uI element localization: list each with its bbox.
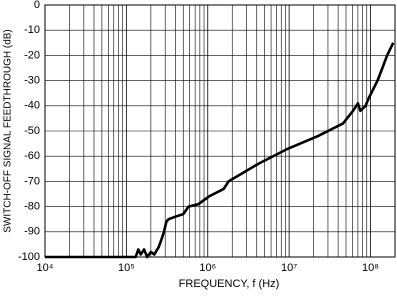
x-tick-label: 10⁵ [118,262,135,274]
x-tick-label: 10⁸ [362,262,379,274]
y-tick-label: -100 [18,251,40,263]
y-tick-label: -30 [24,75,40,87]
y-tick-label: -40 [24,100,40,112]
y-tick-label: -70 [24,175,40,187]
series-line [45,42,395,259]
y-tick-label: -10 [24,24,40,36]
x-tick-label: 10⁴ [37,262,54,274]
y-tick-label: 0 [34,0,40,11]
y-tick-label: -50 [24,125,40,137]
x-tick-label: 10⁶ [199,262,216,274]
y-tick-label: -20 [24,49,40,61]
y-axis-title: SWITCH-OFF SIGNAL FEEDTHROUGH (dB) [3,29,14,233]
x-axis-title: FREQUENCY, f (Hz) [179,278,280,290]
x-tick-label: 10⁷ [281,262,297,274]
y-tick-label: -60 [24,150,40,162]
y-tick-label: -80 [24,201,40,213]
y-tick-label: -90 [24,226,40,238]
